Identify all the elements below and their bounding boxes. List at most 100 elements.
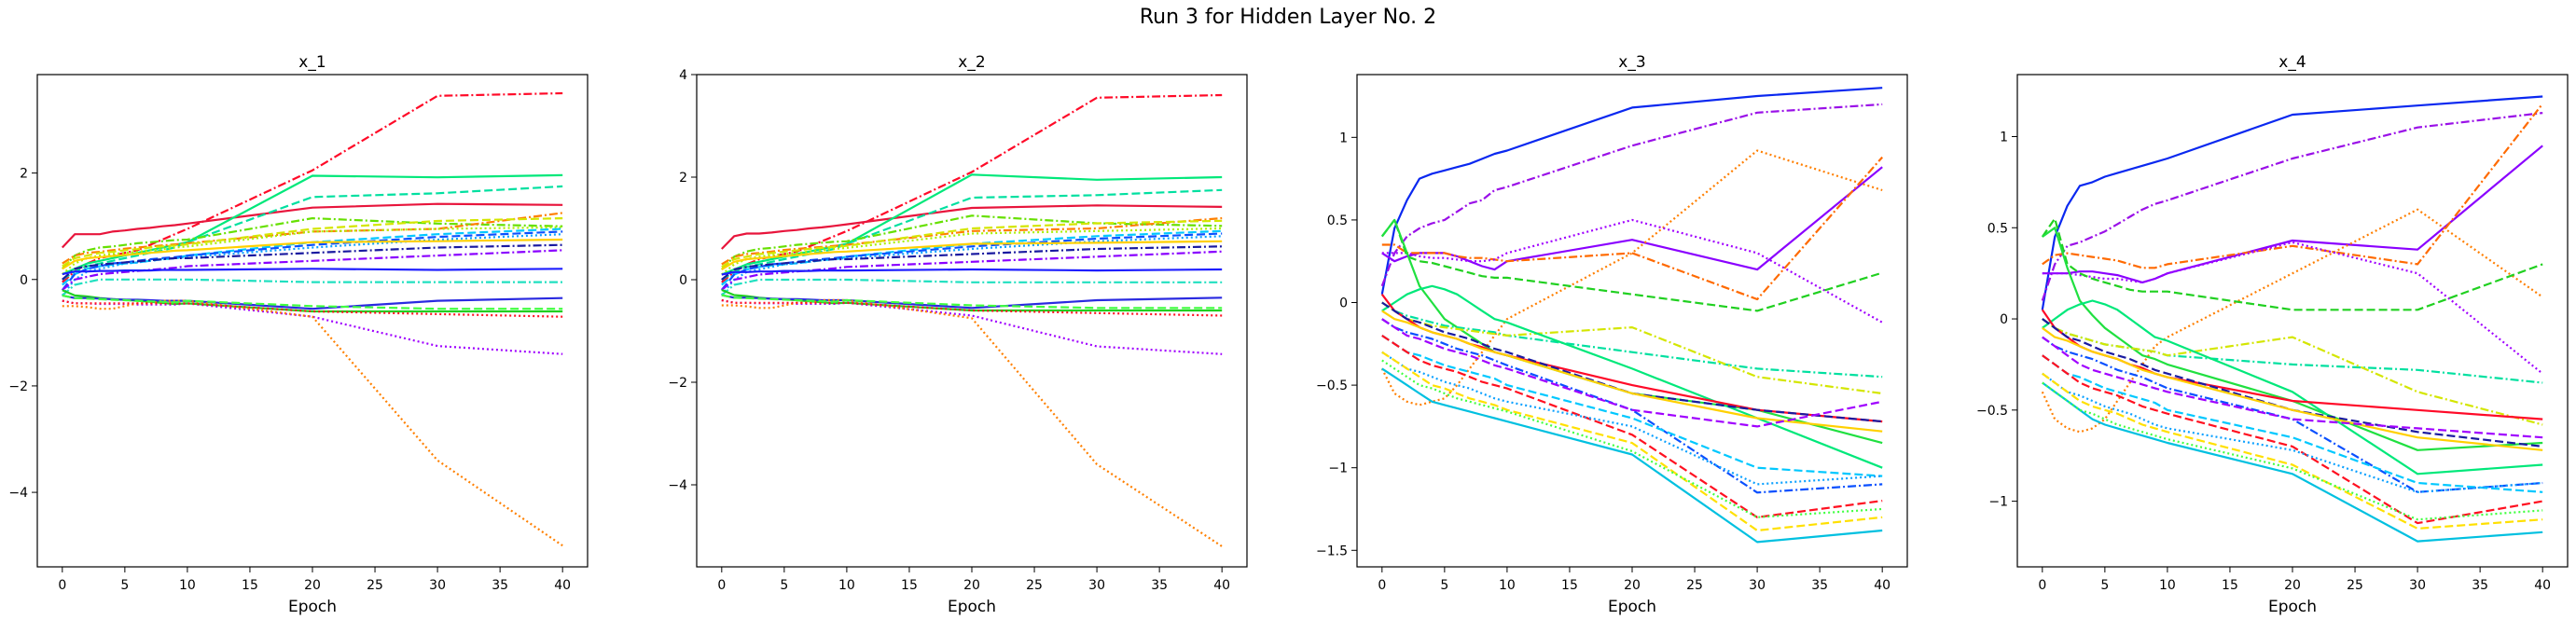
x-tick-label: 15 — [1561, 578, 1578, 593]
y-tick-label: −0.5 — [1316, 379, 1348, 393]
series-line-s19 — [62, 299, 563, 355]
series-line-s05 — [721, 214, 1223, 270]
series-line-s12 — [62, 238, 563, 270]
x-tick-label: 10 — [2159, 578, 2176, 593]
series-line-s20 — [62, 299, 563, 547]
x-tick-label: 20 — [1624, 578, 1641, 593]
series-line-s20 — [1381, 367, 1883, 544]
y-tick-label: −0.5 — [1976, 404, 2008, 419]
series-line-s02 — [2041, 112, 2543, 301]
y-tick-label: 2 — [679, 171, 687, 186]
series-line-s03 — [62, 173, 563, 276]
figure-title: Run 3 for Hidden Layer No. 2 — [1139, 6, 1437, 29]
x-tick-label: 30 — [2409, 578, 2426, 593]
x-tick-label: 25 — [1026, 578, 1043, 593]
x-tick-label: 20 — [963, 578, 980, 593]
y-tick-label: 0.5 — [1327, 214, 1348, 228]
y-tick-label: 1 — [1339, 131, 1348, 145]
x-tick-label: 40 — [1874, 578, 1890, 593]
series-line-s01 — [1380, 87, 1883, 295]
x-tick-label: 35 — [1151, 578, 1168, 593]
y-tick-label: −4 — [8, 486, 28, 501]
series-line-s02 — [721, 204, 1223, 250]
x-axis-label: Epoch — [948, 598, 996, 616]
series-line-s15 — [1381, 318, 1883, 494]
series-line-s09 — [1381, 301, 1883, 379]
series-line-s16 — [721, 278, 1223, 296]
axes-frame — [696, 74, 1248, 568]
series-line-s15 — [721, 268, 1223, 276]
series-line-s02 — [61, 202, 563, 249]
x-tick-label: 35 — [2472, 578, 2488, 593]
series-line-s07 — [2041, 217, 2543, 311]
series-line-s21 — [62, 299, 563, 318]
y-tick-label: −2 — [668, 376, 687, 391]
series-line-s22 — [62, 294, 563, 310]
series-line-s09 — [62, 227, 563, 286]
series-line-s14 — [1381, 310, 1883, 433]
x-tick-label: 0 — [717, 578, 726, 593]
y-tick-label: 2 — [20, 167, 28, 182]
series-line-s03 — [721, 173, 1223, 276]
y-tick-label: 0 — [20, 273, 28, 288]
y-tick-label: −4 — [668, 478, 687, 493]
series-line-s03 — [2042, 145, 2543, 283]
x-tick-label: 15 — [242, 578, 258, 593]
series-line-s19 — [721, 298, 1223, 355]
series-line-s13 — [1381, 301, 1883, 423]
series-line-s13 — [62, 243, 563, 281]
series-line-s09 — [2042, 318, 2543, 384]
series-line-s18 — [1381, 334, 1883, 518]
series-line-s05 — [1381, 156, 1884, 301]
x-axis-label: Epoch — [1608, 598, 1656, 616]
series-group — [720, 93, 1223, 547]
series-group — [1380, 87, 1884, 544]
x-tick-label: 10 — [838, 578, 855, 593]
series-line-s19 — [2042, 372, 2543, 493]
y-tick-label: 4 — [679, 68, 687, 83]
series-line-s21 — [721, 298, 1223, 317]
axes-frame — [1356, 74, 1908, 568]
series-line-s01 — [2041, 95, 2543, 310]
x-tick-label: 40 — [554, 578, 571, 593]
series-line-s12 — [721, 240, 1223, 270]
x-tick-label: 0 — [2038, 578, 2046, 593]
x-tick-label: 30 — [1088, 578, 1105, 593]
subplot-x_2: 0 5 10 15 20 25 30 35 40 −4 −2 0 2 4 x_2 Epoch — [668, 53, 1248, 616]
y-tick-label: −1 — [1988, 495, 2008, 510]
series-line-s11 — [1381, 284, 1883, 469]
y-tick-label: 0.5 — [1987, 221, 2008, 236]
series-line-s06 — [721, 216, 1223, 266]
series-line-s04 — [2041, 208, 2543, 434]
subplot-title: x_1 — [298, 53, 325, 72]
series-line-s04 — [1380, 149, 1883, 406]
series-line-s07 — [1380, 218, 1883, 312]
subplot-x_3: 0 5 10 15 20 25 30 35 40 −1.5 −1 −0.5 0 0.5 1 x_3 Epoch — [1316, 53, 1908, 616]
series-line-s17 — [2042, 354, 2543, 493]
axes-frame — [36, 74, 589, 568]
y-tick-label: 0 — [679, 273, 687, 288]
x-tick-label: 20 — [304, 578, 321, 593]
x-tick-label: 10 — [179, 578, 196, 593]
x-tick-label: 25 — [2347, 578, 2363, 593]
series-line-s16 — [62, 278, 563, 296]
subplot-title: x_3 — [1618, 53, 1645, 72]
x-axis-label: Epoch — [288, 598, 337, 616]
series-line-s16 — [2042, 336, 2543, 439]
y-tick-label: −1.5 — [1316, 544, 1348, 558]
x-tick-label: 35 — [1811, 578, 1828, 593]
series-line-s15 — [62, 268, 563, 276]
y-tick-label: −2 — [8, 379, 28, 394]
subplot-x_1: 0 5 10 15 20 25 30 35 40 −4 −2 0 2 x_1 Epoch — [8, 53, 589, 616]
x-tick-label: 25 — [1686, 578, 1703, 593]
subplot-title: x_2 — [958, 53, 985, 72]
axes-frame — [2016, 74, 2569, 568]
y-tick-label: 1 — [2000, 130, 2008, 145]
series-line-s21 — [1381, 351, 1883, 532]
y-tick-label: 0 — [2000, 312, 2008, 327]
y-tick-label: −1 — [1328, 462, 1348, 476]
series-line-s20 — [2042, 381, 2543, 543]
x-tick-label: 30 — [1749, 578, 1766, 593]
series-line-s08 — [2042, 227, 2543, 451]
series-line-s13 — [721, 245, 1223, 281]
